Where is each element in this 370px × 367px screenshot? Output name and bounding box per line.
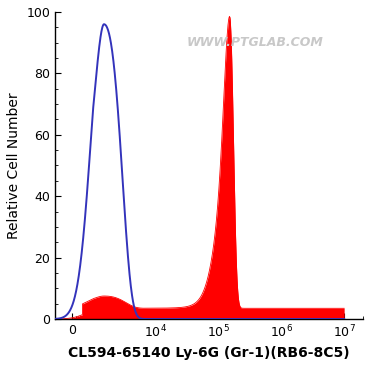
Y-axis label: Relative Cell Number: Relative Cell Number [7, 92, 21, 239]
X-axis label: CL594-65140 Ly-6G (Gr-1)(RB6-8C5): CL594-65140 Ly-6G (Gr-1)(RB6-8C5) [68, 346, 350, 360]
Text: WWW.PTGLAB.COM: WWW.PTGLAB.COM [187, 36, 324, 49]
